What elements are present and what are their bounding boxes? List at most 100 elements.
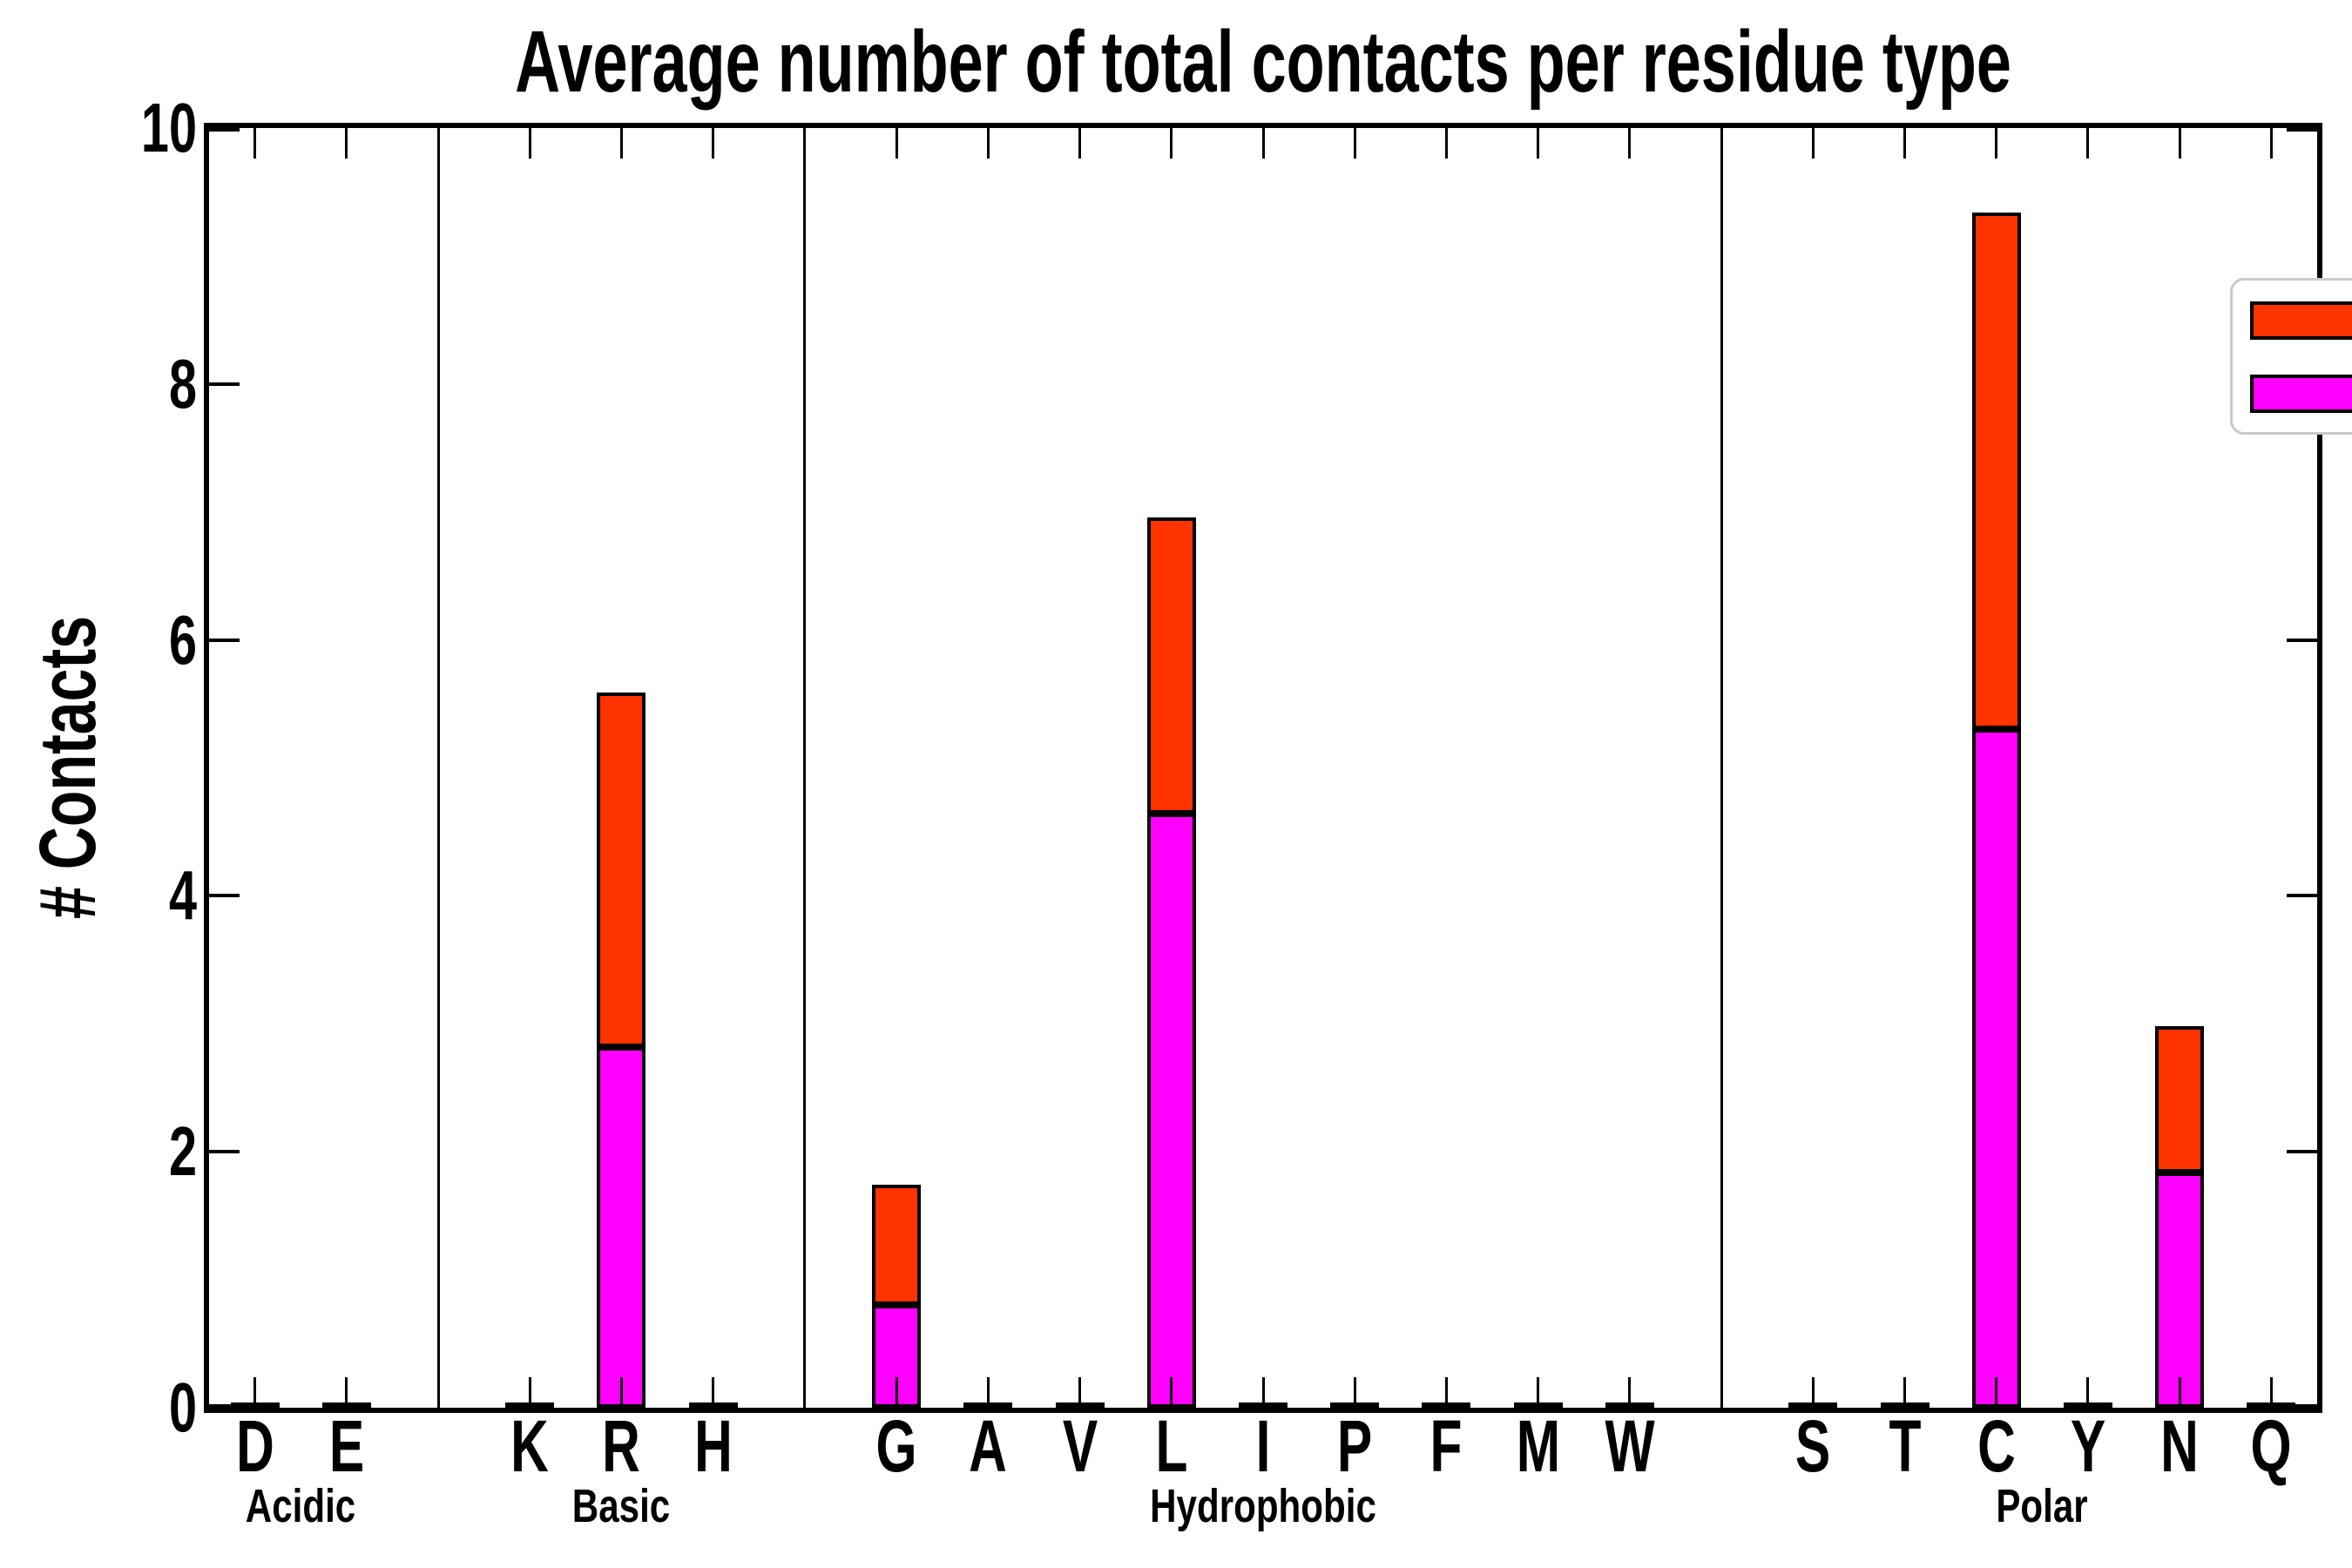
x-tick-bottom-D	[253, 1377, 257, 1408]
x-tick-top-M	[1537, 128, 1540, 159]
x-tick-bottom-C	[1995, 1377, 1998, 1408]
y-tick-label-6: 6	[168, 600, 197, 679]
x-tick-top-Q	[2269, 128, 2273, 159]
group-separator-line	[803, 128, 807, 1408]
y-tick-label-8: 8	[168, 344, 197, 422]
x-tick-bottom-N	[2178, 1377, 2181, 1408]
plot-area: POPG POPE	[204, 123, 2352, 1413]
legend-item-popg: POPG	[2250, 301, 2352, 340]
legend-swatch-pope	[2250, 375, 2352, 413]
x-tick-top-D	[253, 128, 257, 159]
y-tick-right-6	[2287, 638, 2317, 642]
x-tick-bottom-Q	[2269, 1377, 2273, 1408]
x-tick-top-E	[345, 128, 348, 159]
x-tick-bottom-W	[1628, 1377, 1632, 1408]
bar-C-popg	[1971, 212, 2021, 730]
bar-L-pope	[1146, 814, 1196, 1408]
x-tick-label-D: D	[235, 1405, 274, 1487]
y-tick-label-2: 2	[168, 1112, 197, 1191]
y-tick-left-10	[209, 128, 240, 132]
x-tick-bottom-S	[1811, 1377, 1815, 1408]
x-tick-bottom-V	[1078, 1377, 1082, 1408]
x-tick-bottom-F	[1444, 1377, 1448, 1408]
y-tick-right-0	[2287, 1404, 2317, 1408]
x-tick-bottom-H	[712, 1377, 715, 1408]
x-tick-bottom-Y	[2086, 1377, 2090, 1408]
x-tick-label-V: V	[1062, 1405, 1098, 1487]
x-tick-top-H	[712, 128, 715, 159]
x-tick-top-F	[1444, 128, 1448, 159]
bar-R-pope	[597, 1046, 646, 1408]
y-tick-label-10: 10	[140, 89, 197, 166]
x-tick-top-A	[986, 128, 990, 159]
x-tick-bottom-I	[1261, 1377, 1265, 1408]
x-tick-label-S: S	[1795, 1405, 1831, 1487]
group-separator-line	[1720, 128, 1723, 1408]
legend-item-pope: POPE	[2250, 375, 2352, 413]
x-tick-label-M: M	[1516, 1405, 1560, 1487]
x-tick-bottom-G	[895, 1377, 898, 1408]
group-label-polar: Polar	[1996, 1480, 2089, 1532]
x-tick-top-Y	[2086, 128, 2090, 159]
x-tick-top-T	[1903, 128, 1907, 159]
x-tick-label-W: W	[1605, 1405, 1655, 1487]
x-tick-label-N: N	[2160, 1405, 2200, 1487]
x-tick-top-V	[1078, 128, 1082, 159]
y-tick-label-4: 4	[168, 856, 197, 935]
x-tick-top-N	[2178, 128, 2181, 159]
x-tick-top-W	[1628, 128, 1632, 159]
x-tick-bottom-T	[1903, 1377, 1907, 1408]
group-label-basic: Basic	[572, 1480, 671, 1532]
group-label-hydrophobic: Hydrophobic	[1150, 1480, 1376, 1532]
x-tick-top-I	[1261, 128, 1265, 159]
x-tick-top-P	[1353, 128, 1356, 159]
bar-L-popg	[1146, 517, 1196, 814]
x-tick-top-G	[895, 128, 898, 159]
x-tick-label-H: H	[693, 1405, 733, 1487]
bar-C-pope	[1971, 729, 2021, 1408]
x-tick-bottom-L	[1170, 1377, 1173, 1408]
x-tick-bottom-A	[986, 1377, 990, 1408]
x-tick-bottom-R	[619, 1377, 623, 1408]
x-tick-bottom-E	[345, 1377, 348, 1408]
x-tick-bottom-M	[1537, 1377, 1540, 1408]
x-tick-label-R: R	[602, 1405, 641, 1487]
y-tick-right-4	[2287, 894, 2317, 898]
x-tick-top-C	[1995, 128, 1998, 159]
bar-R-popg	[597, 692, 646, 1047]
x-tick-label-F: F	[1429, 1405, 1463, 1487]
x-tick-label-G: G	[875, 1405, 917, 1487]
y-tick-label-0: 0	[168, 1369, 197, 1446]
y-tick-left-4	[209, 894, 240, 898]
x-tick-label-T: T	[1889, 1405, 1921, 1487]
bar-G-popg	[872, 1185, 922, 1306]
x-tick-label-E: E	[328, 1405, 364, 1487]
legend-swatch-popg	[2250, 301, 2352, 340]
y-tick-left-6	[209, 638, 240, 642]
x-tick-label-Y: Y	[2070, 1405, 2106, 1487]
chart-title: Average number of total contacts per res…	[515, 13, 2011, 111]
x-tick-top-L	[1170, 128, 1173, 159]
group-separator-line	[436, 128, 440, 1408]
x-tick-bottom-K	[528, 1377, 531, 1408]
y-tick-left-2	[209, 1150, 240, 1154]
x-tick-label-K: K	[510, 1405, 550, 1487]
x-tick-bottom-P	[1353, 1377, 1356, 1408]
y-tick-left-8	[209, 382, 240, 386]
x-tick-label-P: P	[1337, 1405, 1373, 1487]
y-tick-left-0	[209, 1404, 240, 1408]
x-tick-top-S	[1811, 128, 1815, 159]
y-tick-right-10	[2287, 128, 2317, 132]
group-label-acidic: Acidic	[245, 1480, 356, 1532]
x-tick-top-K	[528, 128, 531, 159]
bar-N-pope	[2155, 1172, 2205, 1408]
x-tick-label-L: L	[1155, 1405, 1188, 1487]
x-tick-top-R	[619, 128, 623, 159]
bar-N-popg	[2155, 1026, 2205, 1173]
y-tick-right-2	[2287, 1150, 2317, 1154]
x-tick-label-C: C	[1977, 1405, 2016, 1487]
x-tick-label-I: I	[1255, 1405, 1271, 1487]
legend: POPG POPE	[2230, 278, 2352, 435]
x-tick-label-Q: Q	[2250, 1405, 2292, 1487]
